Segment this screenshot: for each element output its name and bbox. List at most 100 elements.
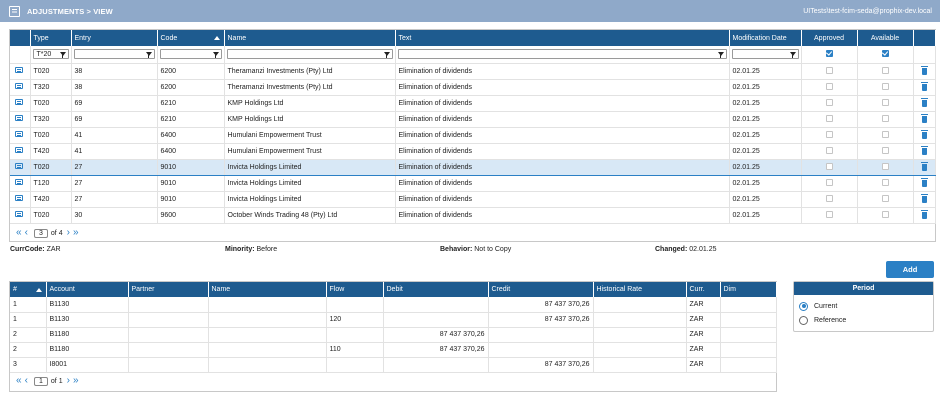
prev-page-icon[interactable]: ‹ (24, 375, 28, 386)
lines-header-debit[interactable]: Debit (383, 282, 489, 297)
table-row[interactable]: T320 38 6200 Theramanzi Investments (Pty) L… (10, 79, 936, 96)
available-checkbox[interactable] (881, 178, 889, 186)
table-row[interactable]: 1 B1130 87 437 370,26 ZAR (10, 297, 777, 313)
open-record-icon[interactable] (15, 211, 23, 217)
trash-icon[interactable] (920, 81, 928, 91)
header-type[interactable]: Type (30, 30, 72, 46)
available-checkbox[interactable] (881, 210, 889, 218)
table-row[interactable]: T020 69 6210 KMP Holdings Ltd Elimination of… (10, 95, 936, 112)
table-row[interactable]: T420 41 6400 Humulani Empowerment Trust Elim… (10, 143, 936, 160)
open-record-icon[interactable] (15, 99, 23, 105)
prev-page-icon[interactable]: ‹ (24, 227, 28, 238)
open-record-icon[interactable] (15, 163, 23, 169)
header-text[interactable]: Text (395, 30, 730, 46)
radio-current[interactable] (799, 301, 808, 311)
header-code[interactable]: Code (157, 30, 225, 46)
table-row[interactable]: 3 I8001 87 437 370,26 ZAR (10, 357, 777, 373)
filter-code-input[interactable] (159, 49, 222, 60)
table-row[interactable]: T120 27 9010 Invicta Holdings Limited Elimin… (10, 175, 936, 192)
add-button[interactable]: Add (886, 261, 934, 278)
header-name[interactable]: Name (224, 30, 396, 46)
header-available[interactable]: Available (857, 30, 914, 46)
lines-header-flow[interactable]: Flow (326, 282, 384, 297)
header-modification-date[interactable]: Modification Date (729, 30, 802, 46)
available-checkbox[interactable] (881, 130, 889, 138)
lines-header-dim[interactable]: Dim (720, 282, 777, 297)
table-row[interactable]: T020 38 6200 Theramanzi Investments (Pty) L… (10, 63, 936, 80)
trash-icon[interactable] (920, 97, 928, 107)
table-row[interactable]: T420 27 9010 Invicta Holdings Limited Elimin… (10, 191, 936, 208)
funnel-icon[interactable] (212, 52, 219, 59)
filter-approved-checkbox[interactable] (825, 49, 833, 57)
trash-icon[interactable] (920, 209, 928, 219)
trash-icon[interactable] (920, 129, 928, 139)
filter-date-input[interactable] (731, 49, 799, 60)
first-page-icon[interactable]: « (16, 375, 22, 386)
filter-entry-input[interactable] (73, 49, 155, 60)
approved-checkbox[interactable] (825, 66, 833, 74)
open-record-icon[interactable] (15, 179, 23, 185)
last-page-icon[interactable]: » (72, 375, 79, 386)
page-number-input[interactable]: 1 (33, 376, 48, 386)
open-record-icon[interactable] (15, 67, 23, 73)
next-page-icon[interactable]: › (66, 375, 70, 386)
approved-checkbox[interactable] (825, 82, 833, 90)
trash-icon[interactable] (920, 113, 928, 123)
table-row[interactable]: T020 30 9600 October Winds Trading 48 (Pty)… (10, 207, 936, 224)
open-record-icon[interactable] (15, 83, 23, 89)
lines-header-partner[interactable]: Partner (128, 282, 209, 297)
funnel-icon[interactable] (717, 52, 724, 59)
funnel-icon[interactable] (383, 52, 390, 59)
period-option-reference[interactable]: Reference (794, 313, 933, 327)
table-row[interactable]: T020 41 6400 Humulani Empowerment Trust Elim… (10, 127, 936, 144)
available-checkbox[interactable] (881, 82, 889, 90)
period-option-current[interactable]: Current (794, 299, 933, 313)
available-checkbox[interactable] (881, 66, 889, 74)
next-page-icon[interactable]: › (66, 227, 70, 238)
lines-header-curr[interactable]: Curr. (686, 282, 721, 297)
filter-text-input[interactable] (397, 49, 727, 60)
table-row[interactable]: T020 27 9010 Invicta Holdings Limited Elimin… (10, 158, 936, 176)
funnel-icon[interactable] (59, 52, 66, 59)
table-row[interactable]: 2 B1180 110 87 437 370,26 ZAR (10, 342, 777, 358)
trash-icon[interactable] (920, 193, 928, 203)
table-row[interactable]: 2 B1180 87 437 370,26 ZAR (10, 327, 777, 343)
page-number-input[interactable]: 3 (33, 228, 48, 238)
trash-icon[interactable] (920, 145, 928, 155)
approved-checkbox[interactable] (825, 114, 833, 122)
filter-available-checkbox[interactable] (881, 49, 889, 57)
open-record-icon[interactable] (15, 131, 23, 137)
first-page-icon[interactable]: « (16, 227, 22, 238)
available-checkbox[interactable] (881, 146, 889, 154)
radio-reference[interactable] (799, 315, 808, 325)
lines-header-credit[interactable]: Credit (488, 282, 594, 297)
lines-header-name[interactable]: Name (208, 282, 327, 297)
lines-header-num[interactable]: # (10, 282, 47, 297)
open-record-icon[interactable] (15, 115, 23, 121)
available-checkbox[interactable] (881, 114, 889, 122)
filter-name-input[interactable] (226, 49, 393, 60)
trash-icon[interactable] (920, 177, 928, 187)
funnel-icon[interactable] (789, 52, 796, 59)
available-checkbox[interactable] (881, 194, 889, 202)
table-row[interactable]: 1 B1130 120 87 437 370,26 ZAR (10, 312, 777, 328)
funnel-icon[interactable] (145, 52, 152, 59)
approved-checkbox[interactable] (825, 146, 833, 154)
approved-checkbox[interactable] (825, 210, 833, 218)
open-record-icon[interactable] (15, 195, 23, 201)
table-row[interactable]: T320 69 6210 KMP Holdings Ltd Elimination of… (10, 111, 936, 128)
header-approved[interactable]: Approved (801, 30, 858, 46)
available-checkbox[interactable] (881, 98, 889, 106)
header-entry[interactable]: Entry (71, 30, 158, 46)
filter-type-input[interactable]: T*20 (32, 49, 69, 60)
approved-checkbox[interactable] (825, 162, 833, 170)
trash-icon[interactable] (920, 161, 928, 171)
lines-header-historical-rate[interactable]: Historical Rate (593, 282, 687, 297)
lines-header-account[interactable]: Account (46, 282, 129, 297)
available-checkbox[interactable] (881, 162, 889, 170)
approved-checkbox[interactable] (825, 178, 833, 186)
approved-checkbox[interactable] (825, 130, 833, 138)
approved-checkbox[interactable] (825, 98, 833, 106)
trash-icon[interactable] (920, 65, 928, 75)
approved-checkbox[interactable] (825, 194, 833, 202)
